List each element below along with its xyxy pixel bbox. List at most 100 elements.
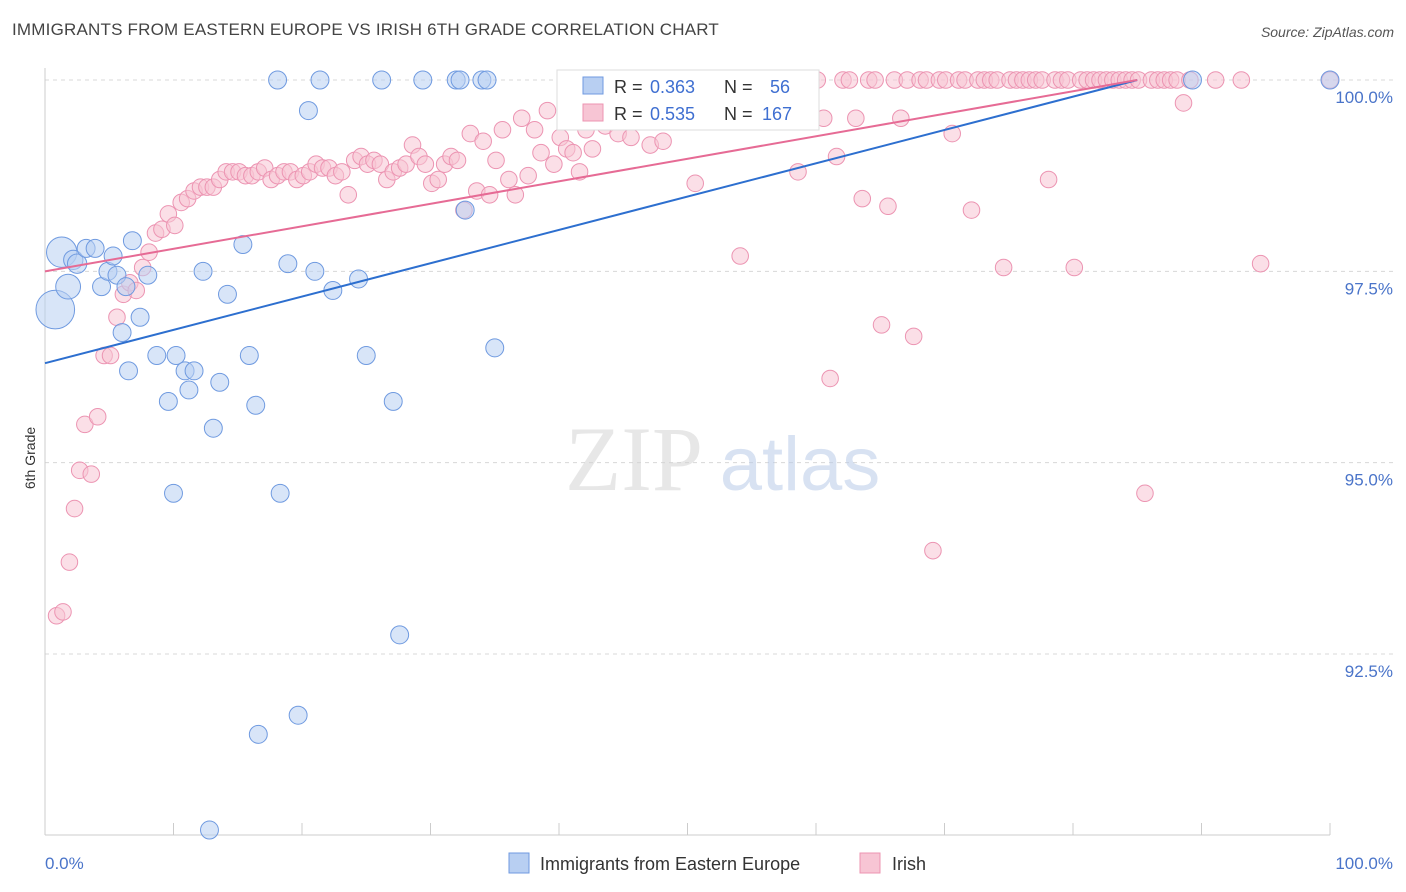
irish-point-1: [54, 603, 72, 621]
eastern-europe-point-51: [477, 70, 497, 90]
axes: [44, 68, 1331, 836]
y-tick-label-1: 97.5%: [1345, 279, 1393, 298]
irish-point-19: [166, 216, 184, 235]
eastern-europe-point-46: [413, 70, 433, 90]
irish-point-78: [545, 155, 563, 173]
irish-point-7: [88, 407, 107, 426]
y-tick-label-3: 92.5%: [1345, 662, 1393, 681]
stats-swatch-pink: [582, 103, 604, 122]
eastern-europe-point-19: [164, 483, 183, 503]
irish-point-180: [1251, 254, 1270, 273]
y-axis-label: 6th Grade: [22, 427, 38, 489]
stats-n-label-blue: N =: [724, 77, 753, 97]
eastern-europe-point-41: [349, 269, 369, 289]
eastern-europe-point-39: [310, 70, 330, 90]
eastern-europe-point-9: [103, 246, 123, 266]
watermark-zip: ZIP: [565, 408, 703, 510]
stats-r-value-blue: 0.363: [650, 77, 695, 97]
eastern-europe-point-33: [268, 70, 288, 90]
eastern-europe-point-11: [112, 323, 132, 343]
eastern-europe-point-25: [200, 820, 219, 840]
eastern-europe-point-12: [116, 277, 136, 297]
eastern-europe-point-23: [184, 361, 204, 381]
irish-point-71: [500, 170, 518, 189]
irish-point-90: [622, 128, 640, 147]
irish-point-58: [416, 155, 435, 173]
irish-point-176: [1174, 94, 1193, 112]
eastern-europe-point-20: [166, 346, 186, 365]
eastern-europe-point-26: [203, 418, 223, 438]
irish-point-125: [847, 109, 865, 128]
irish-point-46: [339, 186, 358, 204]
eastern-europe-point-15: [130, 307, 150, 327]
irish-point-70: [493, 120, 512, 139]
irish-point-69: [487, 151, 505, 170]
stats-n-value-pink: 167: [762, 104, 792, 124]
gridlines: [45, 79, 1393, 655]
irish-point-143: [962, 201, 981, 219]
eastern-europe-point-24: [193, 261, 213, 281]
eastern-europe-point-52: [485, 338, 505, 358]
trend-lines: [44, 79, 1138, 365]
eastern-europe-point-44: [383, 391, 403, 411]
eastern-europe-point-34: [270, 483, 290, 503]
irish-point-74: [519, 166, 537, 185]
eastern-europe-point-31: [246, 395, 266, 415]
x-tick-label-1: 100.0%: [1335, 854, 1393, 873]
stats-r-value-pink: 0.535: [650, 104, 695, 124]
irish-point-10: [108, 308, 126, 327]
irish-point-6: [82, 465, 101, 483]
irish-point-2: [60, 553, 79, 571]
eastern-europe-point-22: [179, 380, 199, 400]
eastern-europe-point-54: [1183, 70, 1202, 90]
eastern-europe-point-14: [122, 231, 142, 251]
irish-point-81: [564, 143, 582, 162]
stats-r-label-pink: R =: [614, 104, 643, 124]
eastern-europe-point-27: [210, 372, 230, 392]
eastern-europe-point-13: [119, 361, 138, 381]
y-tick-label-0: 100.0%: [1335, 88, 1393, 107]
irish-point-65: [461, 124, 480, 143]
irish-point-77: [538, 101, 557, 120]
irish-point-100: [686, 174, 704, 193]
irish-point-159: [1065, 258, 1084, 277]
legend-label-eastern-europe: Immigrants from Eastern Europe: [540, 854, 800, 874]
stats-r-label-blue: R =: [614, 77, 643, 97]
trend-line-irish: [44, 79, 1138, 273]
eastern-europe-point-49: [455, 200, 475, 220]
eastern-europe-point-37: [298, 101, 318, 121]
irish-point-60: [429, 170, 447, 189]
irish-point-73: [512, 109, 531, 128]
irish-point-55: [397, 155, 415, 173]
irish-point-129: [872, 316, 891, 334]
legend-swatch-eastern-europe: [508, 852, 530, 874]
eastern-europe-point-55: [1320, 70, 1340, 90]
eastern-europe-point-38: [305, 261, 325, 281]
source-credit: Source: ZipAtlas.com: [1260, 24, 1394, 40]
eastern-europe-point-32: [248, 724, 268, 744]
irish-point-67: [474, 132, 492, 151]
stats-n-label-pink: N =: [724, 104, 753, 124]
eastern-europe-point-28: [218, 284, 237, 304]
trend-line-eastern-europe: [44, 79, 1138, 365]
eastern-europe-point-6: [85, 238, 105, 258]
irish-point-126: [853, 189, 872, 208]
irish-point-63: [448, 151, 467, 170]
irish-point-95: [654, 132, 672, 151]
irish-point-51: [371, 155, 390, 173]
irish-point-76: [532, 143, 550, 162]
eastern-europe-point-35: [278, 254, 298, 274]
irish-point-5: [76, 415, 94, 434]
series-irish-points: [47, 71, 1339, 625]
eastern-europe-point-43: [372, 70, 392, 90]
eastern-europe-point-45: [390, 625, 410, 645]
watermark-atlas: atlas: [720, 422, 881, 507]
x-tick-label-0: 0.0%: [45, 854, 84, 873]
chart-title: IMMIGRANTS FROM EASTERN EUROPE VS IRISH …: [12, 20, 720, 39]
irish-point-121: [821, 369, 839, 388]
eastern-europe-point-42: [356, 346, 376, 365]
irish-point-178: [1206, 71, 1225, 89]
irish-point-137: [924, 541, 942, 560]
irish-point-132: [892, 109, 910, 128]
